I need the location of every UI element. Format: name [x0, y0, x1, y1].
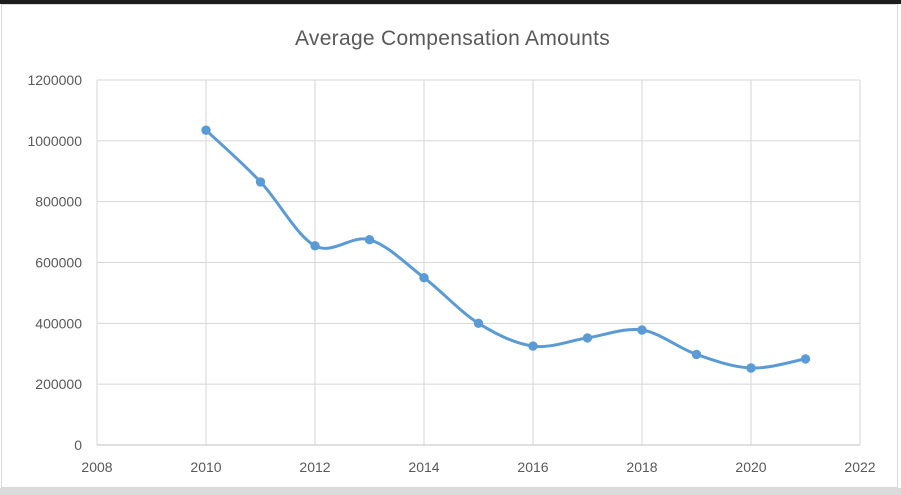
worksheet-background [0, 488, 901, 495]
data-point-marker [201, 125, 211, 135]
y-axis-tick-label: 1200000 [27, 72, 82, 88]
chart-title: Average Compensation Amounts [294, 27, 611, 50]
x-axis-tick-label: 2016 [517, 459, 548, 475]
y-axis-tick-label: 800000 [35, 194, 82, 210]
data-point-marker [473, 318, 484, 328]
data-point-marker [419, 273, 429, 283]
data-point-marker [310, 241, 320, 251]
y-axis-tick-label: 1000000 [27, 133, 82, 149]
x-axis-tick-label: 2022 [844, 459, 875, 475]
data-point-marker [364, 235, 375, 245]
x-axis-tick-label: 2008 [81, 459, 112, 475]
window-top-edge [0, 0, 901, 4]
x-axis-tick-label: 2018 [626, 459, 657, 475]
y-axis-tick-label: 200000 [35, 376, 82, 392]
x-axis-tick-label: 2010 [190, 459, 221, 475]
data-point-marker [746, 363, 756, 373]
y-axis-tick-label: 400000 [35, 315, 82, 331]
data-point-marker [691, 349, 702, 360]
data-point-marker [255, 177, 266, 187]
line-chart: 0 200000 400000 600000 800000 1000000 1200000 2… [27, 72, 875, 475]
x-axis-tick-label: 2014 [408, 459, 439, 475]
data-point-marker [637, 325, 647, 335]
data-point-marker [528, 341, 538, 351]
x-axis-tick-label: 2020 [735, 459, 766, 475]
y-axis-tick-label: 600000 [35, 255, 82, 271]
x-axis-tick-label: 2012 [299, 459, 330, 475]
data-point-marker [582, 333, 593, 343]
data-point-marker [800, 354, 811, 364]
chart-frame: Average Compensation Amounts 0 200000 4000… [1, 4, 898, 488]
y-axis-tick-label: 0 [74, 437, 82, 453]
data-series-line [204, 128, 807, 370]
